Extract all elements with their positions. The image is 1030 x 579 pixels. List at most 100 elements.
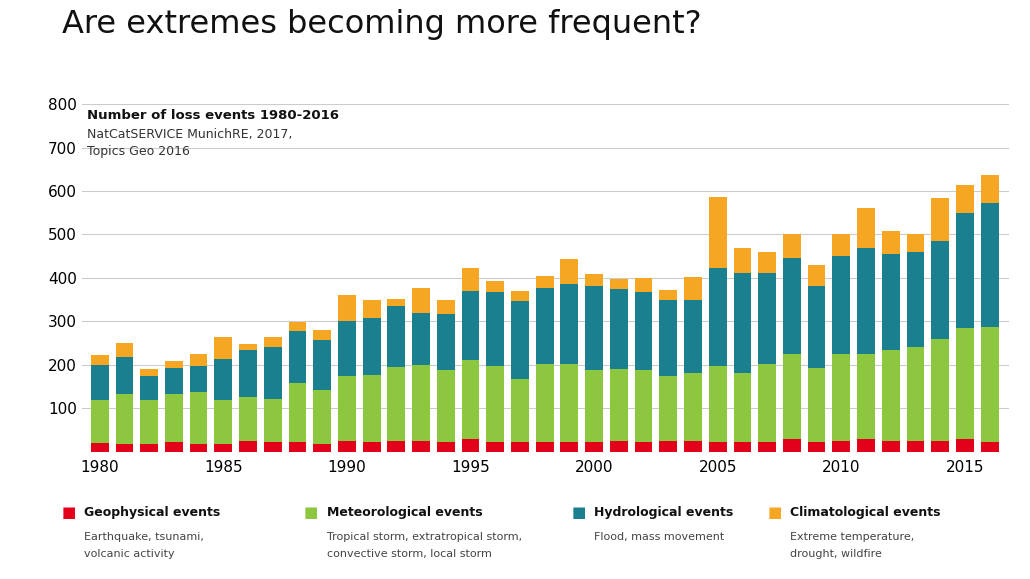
Bar: [906, 252, 924, 347]
Bar: [882, 441, 899, 452]
Bar: [437, 442, 454, 452]
Bar: [758, 252, 776, 273]
Bar: [313, 330, 331, 339]
Text: NatCatSERVICE MunichRE, 2017,: NatCatSERVICE MunichRE, 2017,: [88, 128, 293, 141]
Bar: [437, 314, 454, 371]
Bar: [981, 175, 998, 203]
Text: Extreme temperature,: Extreme temperature,: [790, 532, 915, 541]
Bar: [882, 350, 899, 441]
Bar: [857, 208, 874, 248]
Bar: [634, 371, 652, 442]
Bar: [115, 343, 133, 357]
Bar: [931, 197, 949, 241]
Text: Tropical storm, extratropical storm,: Tropical storm, extratropical storm,: [327, 532, 521, 541]
Bar: [288, 442, 306, 452]
Text: ■: ■: [572, 505, 586, 520]
Bar: [239, 397, 256, 441]
Text: Climatological events: Climatological events: [790, 506, 940, 519]
Bar: [511, 442, 528, 452]
Bar: [684, 277, 701, 300]
Bar: [165, 368, 182, 394]
Bar: [288, 322, 306, 331]
Bar: [931, 339, 949, 441]
Text: ■: ■: [62, 505, 76, 520]
Bar: [115, 444, 133, 452]
Bar: [536, 442, 553, 452]
Text: Topics Geo 2016: Topics Geo 2016: [88, 145, 191, 159]
Bar: [115, 394, 133, 444]
Bar: [461, 269, 479, 291]
Bar: [709, 269, 726, 366]
Bar: [857, 354, 874, 439]
Bar: [511, 301, 528, 379]
Bar: [560, 284, 578, 364]
Bar: [709, 442, 726, 452]
Text: volcanic activity: volcanic activity: [84, 549, 175, 559]
Bar: [981, 327, 998, 442]
Bar: [832, 233, 850, 256]
Bar: [165, 394, 182, 442]
Bar: [808, 286, 825, 368]
Bar: [684, 441, 701, 452]
Bar: [437, 300, 454, 314]
Bar: [239, 350, 256, 397]
Bar: [338, 376, 355, 441]
Bar: [783, 354, 800, 439]
Bar: [684, 300, 701, 373]
Bar: [906, 441, 924, 452]
Bar: [733, 442, 751, 452]
Bar: [412, 441, 430, 452]
Bar: [461, 291, 479, 360]
Bar: [264, 346, 281, 398]
Bar: [560, 442, 578, 452]
Bar: [363, 300, 380, 318]
Bar: [610, 441, 627, 452]
Bar: [931, 241, 949, 339]
Bar: [486, 281, 504, 292]
Bar: [363, 442, 380, 452]
Bar: [808, 442, 825, 452]
Bar: [981, 442, 998, 452]
Bar: [338, 295, 355, 321]
Text: ■: ■: [767, 505, 782, 520]
Bar: [412, 288, 430, 313]
Bar: [486, 442, 504, 452]
Bar: [659, 376, 677, 441]
Bar: [610, 369, 627, 441]
Text: convective storm, local storm: convective storm, local storm: [327, 549, 491, 559]
Bar: [536, 288, 553, 364]
Bar: [313, 339, 331, 390]
Bar: [387, 367, 405, 441]
Bar: [190, 392, 207, 444]
Bar: [536, 276, 553, 288]
Bar: [634, 278, 652, 292]
Bar: [511, 379, 528, 442]
Text: Geophysical events: Geophysical events: [84, 506, 220, 519]
Bar: [91, 365, 108, 400]
Bar: [313, 444, 331, 452]
Bar: [486, 292, 504, 366]
Bar: [931, 441, 949, 452]
Bar: [585, 371, 603, 442]
Bar: [165, 442, 182, 452]
Bar: [709, 197, 726, 269]
Bar: [190, 354, 207, 366]
Bar: [981, 203, 998, 327]
Bar: [214, 401, 232, 444]
Bar: [387, 441, 405, 452]
Bar: [140, 369, 158, 376]
Bar: [214, 336, 232, 359]
Bar: [956, 328, 973, 439]
Bar: [956, 185, 973, 213]
Bar: [882, 232, 899, 254]
Bar: [758, 442, 776, 452]
Bar: [387, 306, 405, 367]
Bar: [783, 439, 800, 452]
Bar: [585, 274, 603, 285]
Bar: [412, 365, 430, 441]
Text: ■: ■: [304, 505, 318, 520]
Bar: [115, 357, 133, 394]
Bar: [758, 273, 776, 364]
Bar: [190, 444, 207, 452]
Bar: [956, 439, 973, 452]
